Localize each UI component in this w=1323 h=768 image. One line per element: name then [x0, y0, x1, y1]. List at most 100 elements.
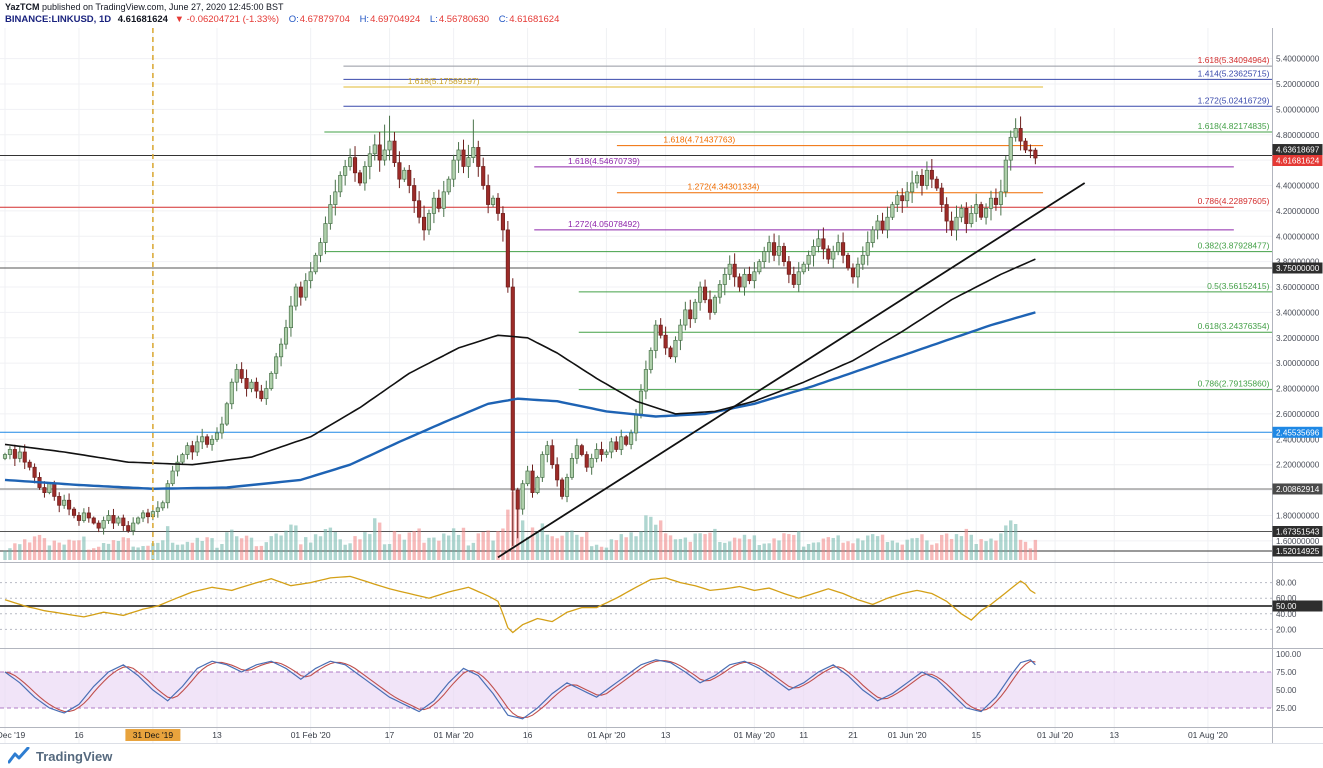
price-tick-label: 3.00000000	[1276, 359, 1320, 368]
tradingview-brand[interactable]: TradingView	[36, 748, 113, 764]
rsi-group	[0, 575, 1272, 634]
rsi-tick-label: 40.00	[1276, 610, 1297, 619]
rsi-line	[4, 575, 1036, 634]
fib-label: 0.786(2.79135860)	[1198, 379, 1270, 389]
price-tick-label: 3.80000000	[1276, 258, 1320, 267]
price-change: ▼ -0.06204721 (-1.33%)	[174, 14, 280, 25]
svg-text:1.67351543: 1.67351543	[1276, 528, 1320, 537]
date-label: 31 Dec '19	[133, 730, 174, 740]
date-label: 01 Jun '20	[888, 730, 927, 740]
fib-labels: 1.618(5.34094964) 1.414(5.23625715) 1.618(…	[408, 55, 1270, 389]
fib-label: 1.618(4.54670739)	[568, 156, 640, 166]
fib-label: 1.272(5.02416729)	[1198, 95, 1270, 105]
date-label: 13	[212, 730, 222, 740]
price-tick-label: 3.60000000	[1276, 283, 1320, 292]
date-label: 11	[799, 730, 808, 740]
date-label: 01 May '20	[734, 730, 776, 740]
price-tick-label: 2.60000000	[1276, 410, 1320, 419]
fib-label: 0.618(3.24376354)	[1198, 321, 1270, 331]
date-label: 21	[848, 730, 858, 740]
volume-bars	[3, 491, 1038, 560]
price-axis-tag	[1272, 526, 1323, 538]
price-level-lines	[0, 65, 1272, 552]
symbol-title: BINANCE:LINKUSD, 1D	[5, 14, 112, 25]
price-axis-tag	[1272, 545, 1323, 557]
close-label: C:	[498, 14, 509, 25]
rsi-tick-label: 20.00	[1276, 625, 1297, 634]
price-axis-tag	[1272, 154, 1323, 166]
last-price: 4.61681624	[117, 14, 168, 25]
fast-ma-line	[4, 258, 1036, 466]
publication-bar: YazTCM published on TradingView.com, Jun…	[0, 0, 1323, 13]
price-tick-label: 3.20000000	[1276, 334, 1320, 343]
low-label: L:	[429, 14, 438, 25]
open-value: 4.67879704	[299, 14, 350, 25]
svg-text:4.63618697: 4.63618697	[1276, 146, 1320, 155]
rsi-tick-label: 80.00	[1276, 579, 1297, 588]
slow-ma-line	[4, 311, 1036, 490]
date-label: 01 Dec '19	[0, 730, 25, 740]
gridlines	[0, 28, 1272, 743]
fib-label: 0.786(4.22897605)	[1198, 196, 1270, 206]
price-axis-group: 5.40000000 5.20000000 5.00000000 4.80000000…	[1272, 28, 1323, 743]
fib-label: 0.5(3.56152415)	[1207, 281, 1270, 291]
stoch-k-line	[4, 659, 1036, 720]
price-tick-label: 2.80000000	[1276, 385, 1320, 394]
rsi-axis-tag	[1272, 600, 1323, 612]
stoch-tick-label: 50.00	[1276, 686, 1297, 695]
fib-label: 1.414(5.23625715)	[1198, 68, 1270, 78]
fib-label: 0.382(3.87928477)	[1198, 241, 1270, 251]
highlighted-date-bg	[125, 729, 181, 741]
price-tick-label: 4.40000000	[1276, 182, 1320, 191]
tradingview-logo[interactable]	[8, 747, 30, 765]
date-label: 01 Feb '20	[291, 730, 331, 740]
date-label: 16	[523, 730, 533, 740]
date-label: 16	[74, 730, 84, 740]
overlay-lines	[4, 182, 1086, 559]
svg-text:50.00: 50.00	[1276, 602, 1297, 611]
date-label: 01 Mar '20	[434, 730, 474, 740]
price-axis-tag	[1272, 426, 1323, 438]
date-label: 01 Apr '20	[587, 730, 625, 740]
svg-text:1.52014925: 1.52014925	[1276, 547, 1320, 556]
high-label: H:	[359, 14, 370, 25]
fib-label: 1.272(4.34301334)	[688, 182, 760, 192]
svg-text:3.75000000: 3.75000000	[1276, 264, 1320, 273]
price-tick-label: 5.40000000	[1276, 55, 1320, 64]
publisher-name: YazTCM	[5, 2, 40, 12]
stoch-tick-label: 100.00	[1276, 650, 1301, 659]
date-label: 13	[661, 730, 671, 740]
price-axis-tag	[1272, 144, 1323, 156]
high-value: 4.69704924	[370, 14, 421, 25]
svg-text:4.61681624: 4.61681624	[1276, 156, 1320, 165]
publication-text: published on TradingView.com, June 27, 2…	[39, 2, 284, 12]
fib-label: 1.618(4.71437763)	[663, 135, 735, 145]
rsi-tick-label: 60.00	[1276, 594, 1297, 603]
time-axis-group: 01 Dec '19 16 31 Dec '19 13 01 Feb '20 17 01 M…	[0, 729, 1228, 741]
stoch-d-line	[4, 660, 1036, 719]
price-tick-label: 4.00000000	[1276, 232, 1320, 241]
close-value: 4.61681624	[509, 14, 560, 25]
fib-label: 1.618(5.34094964)	[1198, 55, 1270, 65]
price-tick-label: 1.80000000	[1276, 511, 1320, 520]
price-tick-label: 2.20000000	[1276, 461, 1320, 470]
price-tick-label: 1.60000000	[1276, 537, 1320, 546]
stoch-tick-label: 25.00	[1276, 704, 1297, 713]
date-label: 15	[971, 730, 981, 740]
trendline	[497, 182, 1086, 559]
price-tick-label: 5.20000000	[1276, 80, 1320, 89]
price-tick-label: 5.00000000	[1276, 105, 1320, 114]
date-label: 17	[385, 730, 395, 740]
price-axis-tag	[1272, 483, 1323, 495]
svg-text:2.00862914: 2.00862914	[1276, 485, 1320, 494]
fib-label: 1.272(4.05078492)	[568, 219, 640, 229]
low-value: 4.56780630	[438, 14, 490, 25]
date-label: 01 Aug '20	[1188, 730, 1228, 740]
date-label: 01 Jul '20	[1037, 730, 1073, 740]
price-axis-tag	[1272, 262, 1323, 274]
fib-label: 1.618(5.17589197)	[408, 76, 480, 86]
stoch-group	[0, 659, 1272, 720]
stoch-tick-label: 75.00	[1276, 668, 1297, 677]
open-label: O:	[288, 14, 299, 25]
